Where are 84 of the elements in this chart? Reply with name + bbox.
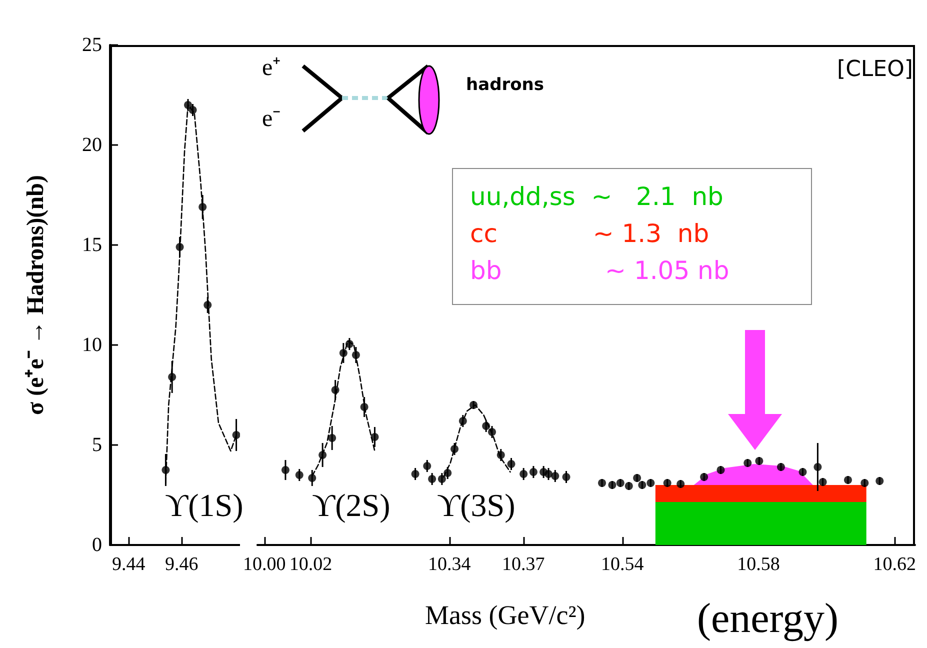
point (598, 479, 606, 487)
text: (energy) (697, 596, 838, 642)
x-tick-label: 10.00 (243, 554, 286, 575)
point (370, 433, 379, 441)
point (818, 478, 827, 486)
point (716, 466, 725, 474)
point (755, 457, 764, 465)
point (198, 203, 207, 211)
point (520, 470, 528, 478)
point (482, 422, 490, 430)
point (562, 473, 570, 481)
point (470, 401, 478, 409)
point (428, 475, 436, 483)
annotation: ϒ(2S) (312, 487, 390, 524)
point (551, 472, 560, 480)
point (232, 431, 240, 439)
point (496, 451, 505, 459)
point (676, 480, 685, 488)
point (646, 479, 655, 487)
x-tick-label: 10.02 (289, 554, 332, 575)
point (458, 417, 467, 425)
annotation: e⁺ (262, 55, 281, 82)
point (308, 474, 316, 482)
y-tick-label: 20 (82, 134, 102, 156)
point (438, 475, 446, 483)
point (339, 349, 348, 357)
point (798, 468, 807, 476)
point (876, 477, 884, 485)
point (544, 470, 552, 478)
point (700, 473, 708, 481)
annotation: [CLEO] (836, 57, 913, 82)
point (488, 428, 496, 436)
y-tick-label: 5 (92, 434, 102, 456)
point (318, 451, 327, 459)
point (814, 463, 822, 471)
x-tick-label: 10.37 (502, 554, 545, 575)
point (444, 469, 452, 477)
point (360, 403, 368, 411)
y-tick-label: 10 (82, 334, 102, 356)
annotation: hadrons (466, 75, 544, 95)
point (633, 474, 642, 482)
point (616, 479, 624, 487)
point (450, 445, 459, 453)
annotation: ϒ(3S) (437, 487, 516, 524)
point (281, 466, 290, 474)
y-tick-label: 0 (92, 534, 102, 556)
annotation: ϒ(1S) (165, 487, 244, 524)
point (162, 466, 170, 474)
y-tick-label: 25 (82, 34, 102, 56)
point (176, 243, 184, 251)
point (638, 481, 646, 489)
point (663, 479, 672, 487)
point (624, 482, 633, 490)
y-tick-label: 15 (82, 234, 102, 256)
x-tick-label: 10.54 (601, 554, 644, 575)
point (744, 459, 752, 467)
point (204, 301, 212, 309)
point (295, 471, 304, 479)
point (328, 434, 336, 442)
point (844, 476, 852, 484)
point (345, 340, 354, 348)
point (331, 386, 340, 394)
point (507, 460, 516, 468)
point (608, 481, 616, 489)
point (352, 351, 360, 359)
point (860, 479, 869, 487)
x-tick-label: 9.44 (112, 554, 146, 575)
point (168, 373, 176, 381)
x-tick-label: 10.34 (428, 554, 472, 575)
x-tick-label: 9.46 (165, 554, 198, 575)
annotation: uu,dd,ss ~ 2.1 nb (470, 182, 724, 211)
annotation: cc ~ 1.3 nb (470, 219, 710, 248)
point (188, 106, 197, 114)
point (411, 470, 420, 478)
point (529, 468, 538, 476)
x-tick-label: 10.62 (873, 554, 916, 575)
x-axis-title: Mass (GeV/c²) (425, 600, 586, 631)
point (776, 463, 785, 471)
y-axis-title: σ (e⁺e⁻ → Hadrons)(nb) (23, 175, 49, 415)
annotation: bb ~ 1.05 nb (470, 256, 730, 285)
point (423, 462, 432, 470)
x-tick-label: 10.58 (737, 554, 780, 575)
point (184, 101, 192, 109)
annotation: e⁻ (262, 106, 281, 132)
